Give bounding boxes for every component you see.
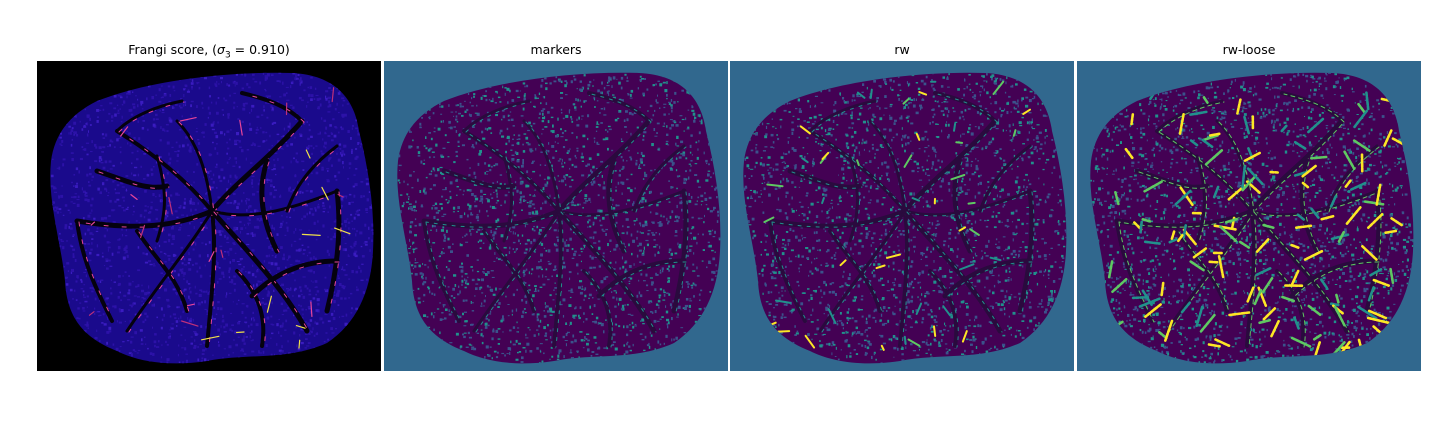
panel-rw-image xyxy=(730,61,1074,371)
title-frangi-prefix: Frangi score, ( xyxy=(128,42,218,57)
title-frangi-suffix: = 0.910) xyxy=(230,42,290,57)
highlight-segments xyxy=(88,84,351,349)
title-frangi-sigma: σ xyxy=(217,42,225,57)
panel-title-frangi: Frangi score, (σ3 = 0.910) xyxy=(37,42,381,61)
panel-title-markers: markers xyxy=(530,42,582,57)
highlight-segments xyxy=(1103,87,1406,364)
markers-image xyxy=(384,61,728,371)
panel-title-rw: rw xyxy=(894,42,910,57)
rw-image xyxy=(730,61,1074,371)
panel-frangi-image xyxy=(37,61,381,371)
frangi-score-image xyxy=(37,61,381,371)
vessel-network xyxy=(767,91,1035,348)
title-frangi-sub: 3 xyxy=(224,50,231,61)
panel-markers-image xyxy=(384,61,728,371)
vessel-network xyxy=(74,91,342,348)
panel-rw-loose-image xyxy=(1077,61,1421,371)
highlight-segments xyxy=(761,80,1045,351)
vessel-network xyxy=(421,91,689,348)
rw-loose-image xyxy=(1077,61,1421,371)
panel-title-rw-loose: rw-loose xyxy=(1222,42,1276,57)
vessel-network xyxy=(1114,91,1382,348)
